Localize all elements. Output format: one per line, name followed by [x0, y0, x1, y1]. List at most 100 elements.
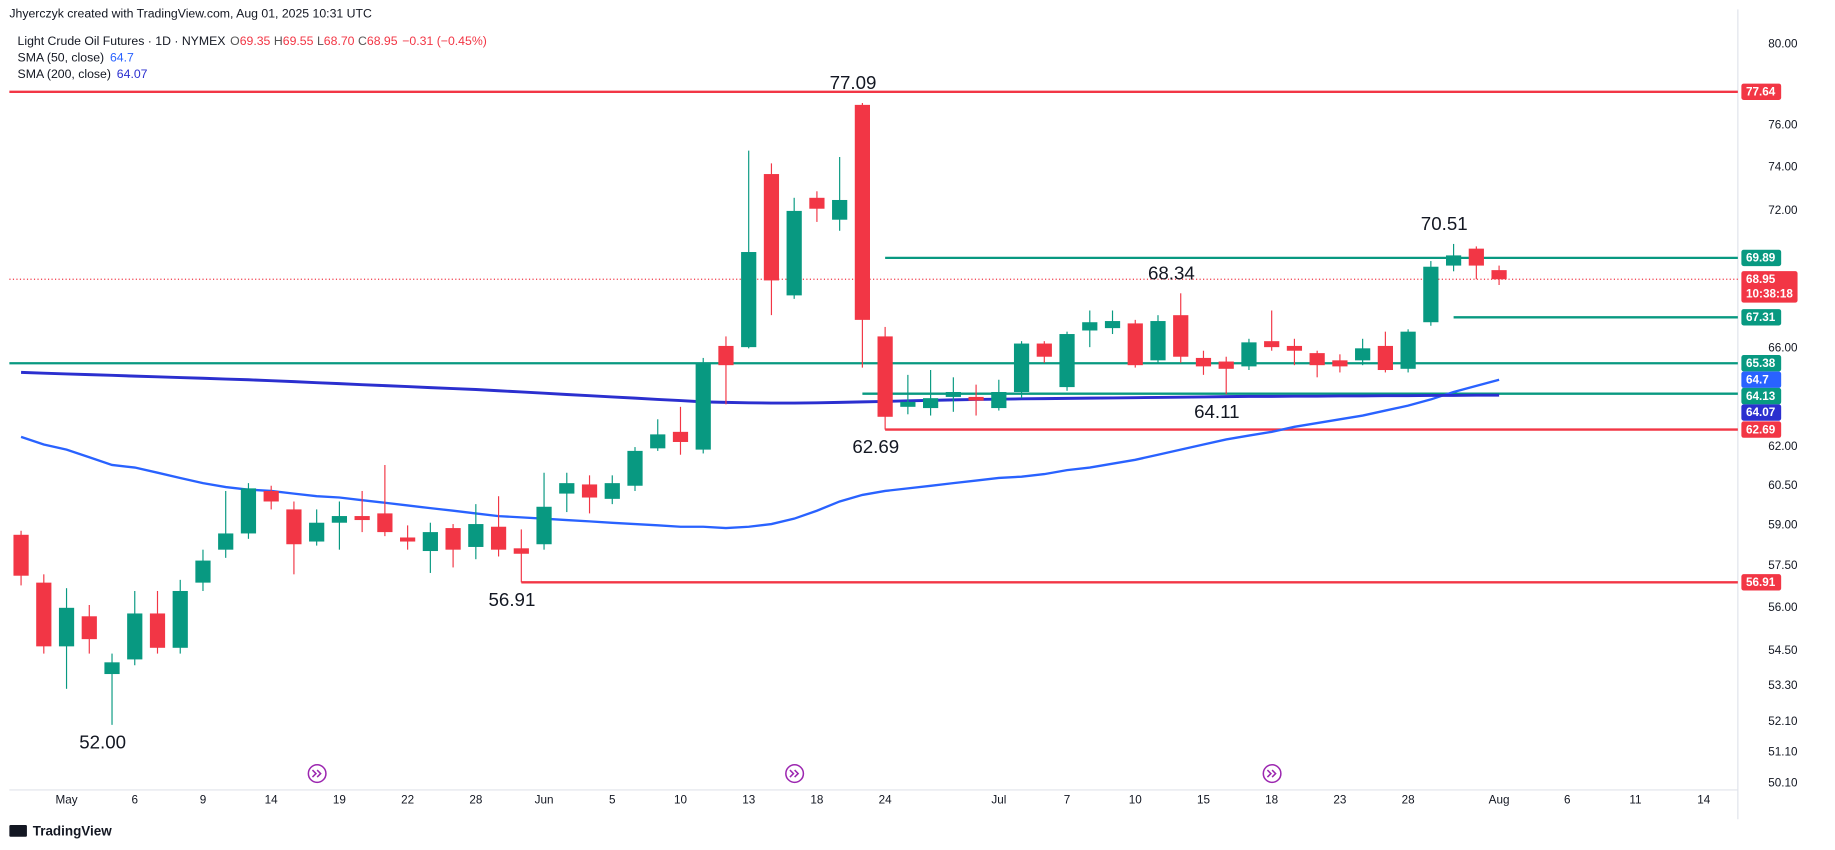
- legend-name: SMA (50, close): [18, 51, 105, 65]
- x-tick-label: 15: [1197, 794, 1211, 807]
- price-annotation: 68.34: [1148, 263, 1195, 284]
- candle-body: [672, 431, 689, 442]
- candle-body: [1332, 360, 1348, 367]
- x-tick-label: 7: [1064, 794, 1071, 807]
- event-icon[interactable]: [785, 764, 805, 784]
- legend-value: 64.7: [110, 51, 134, 65]
- candle-body: [149, 613, 166, 648]
- x-tick-label: 23: [1333, 794, 1346, 807]
- logo-icon: [9, 825, 27, 837]
- candle-body: [331, 516, 348, 523]
- candle-body: [81, 616, 97, 640]
- x-tick-label: May: [55, 794, 77, 807]
- countdown: 10:38:18: [1746, 288, 1793, 301]
- y-tick-label: 80.00: [1768, 38, 1798, 51]
- y-tick-label: 72.00: [1768, 204, 1798, 217]
- candle-body: [763, 174, 780, 281]
- axis-price-label: 64.13: [1746, 390, 1776, 403]
- candle-body: [286, 509, 302, 545]
- y-tick-label: 59.00: [1768, 518, 1798, 531]
- y-tick-label: 53.30: [1768, 679, 1798, 692]
- candle-body: [832, 199, 848, 220]
- y-tick-label: 74.00: [1768, 161, 1798, 174]
- candle-body: [377, 513, 393, 533]
- price-annotation: 52.00: [79, 732, 126, 753]
- y-tick-label: 56.00: [1768, 601, 1798, 614]
- axis-price-box: [1741, 309, 1782, 326]
- logo[interactable]: [9, 825, 27, 837]
- candle-body: [923, 398, 939, 409]
- x-tick-label: 6: [132, 794, 139, 807]
- candle-body: [536, 506, 552, 545]
- event-icon[interactable]: [1262, 764, 1282, 784]
- last-price-box: [1741, 271, 1798, 303]
- axis-price-box: [1741, 371, 1782, 388]
- x-tick-label: 13: [742, 794, 755, 807]
- ohlc-key: O: [230, 34, 240, 48]
- candle-body: [1468, 248, 1484, 266]
- candle-body: [1355, 348, 1371, 361]
- axis-price-box: [1741, 574, 1782, 591]
- candle-body: [1309, 353, 1325, 366]
- x-tick-label: 5: [609, 794, 616, 807]
- x-tick-label: 10: [1129, 794, 1143, 807]
- candle-body: [650, 434, 666, 449]
- candle-body: [877, 336, 893, 417]
- candle-body: [786, 210, 802, 296]
- x-tick-label: 10: [674, 794, 688, 807]
- legend-value: 64.07: [117, 67, 148, 81]
- brand[interactable]: TradingView: [33, 824, 112, 839]
- x-tick-label: Aug: [1489, 794, 1510, 807]
- candle-body: [445, 528, 461, 550]
- candle-body: [1036, 343, 1052, 357]
- candle-body: [58, 607, 75, 647]
- event-icons[interactable]: [307, 764, 1282, 784]
- candle-body: [695, 362, 711, 450]
- ohlc-value: 68.70: [324, 34, 355, 48]
- x-tick-label: 19: [333, 794, 346, 807]
- candle-body: [240, 488, 257, 534]
- x-tick-label: 14: [1697, 794, 1710, 807]
- price-annotation: 56.91: [489, 589, 536, 610]
- candle-body: [741, 252, 757, 348]
- axis-price-label: 56.91: [1746, 576, 1776, 589]
- candle-body: [1286, 345, 1303, 351]
- y-tick-label: 76.00: [1768, 119, 1798, 132]
- axis-price-label: 64.07: [1746, 406, 1775, 419]
- ohlc-key: L: [317, 34, 324, 48]
- axis-price-label: 62.69: [1746, 423, 1776, 436]
- candle-body: [36, 582, 52, 647]
- ohlc-value: 69.35: [240, 34, 271, 48]
- candle-body: [1173, 315, 1189, 357]
- axis-price-label: 67.31: [1746, 311, 1776, 324]
- change: −0.31 (−0.45%): [402, 34, 487, 48]
- axis-price-box: [1741, 355, 1782, 372]
- candle-body: [1423, 266, 1439, 323]
- candle-body: [1377, 345, 1393, 371]
- x-tick-label: 11: [1629, 794, 1641, 807]
- candle-body: [1013, 343, 1030, 392]
- sma-legend: SMA (200, close) 64.07: [18, 67, 148, 81]
- candle-body: [127, 613, 143, 660]
- y-tick-label: 66.00: [1768, 341, 1798, 354]
- ohlc-value: 69.55: [283, 34, 314, 48]
- ohlc-key: C: [358, 34, 367, 48]
- sma-legend: SMA (50, close) 64.7: [18, 51, 134, 65]
- candle-body: [1400, 331, 1416, 369]
- candle-body: [1195, 357, 1212, 367]
- candle-body: [309, 522, 325, 542]
- y-tick-label: 54.50: [1768, 644, 1798, 657]
- axis-price-box: [1741, 249, 1782, 267]
- symbol-legend: Light Crude Oil Futures · 1D · NYMEX O69.…: [18, 34, 487, 48]
- candle-body: [400, 537, 416, 542]
- last-price-label: 68.95: [1746, 273, 1776, 286]
- candle-body: [945, 391, 961, 397]
- x-tick-label: 24: [879, 794, 893, 807]
- y-tick-label: 50.10: [1768, 777, 1798, 790]
- event-icon[interactable]: [307, 764, 327, 784]
- candle-body: [854, 104, 870, 320]
- axis-price-label: 77.64: [1746, 85, 1776, 98]
- price-annotation: 70.51: [1421, 213, 1468, 234]
